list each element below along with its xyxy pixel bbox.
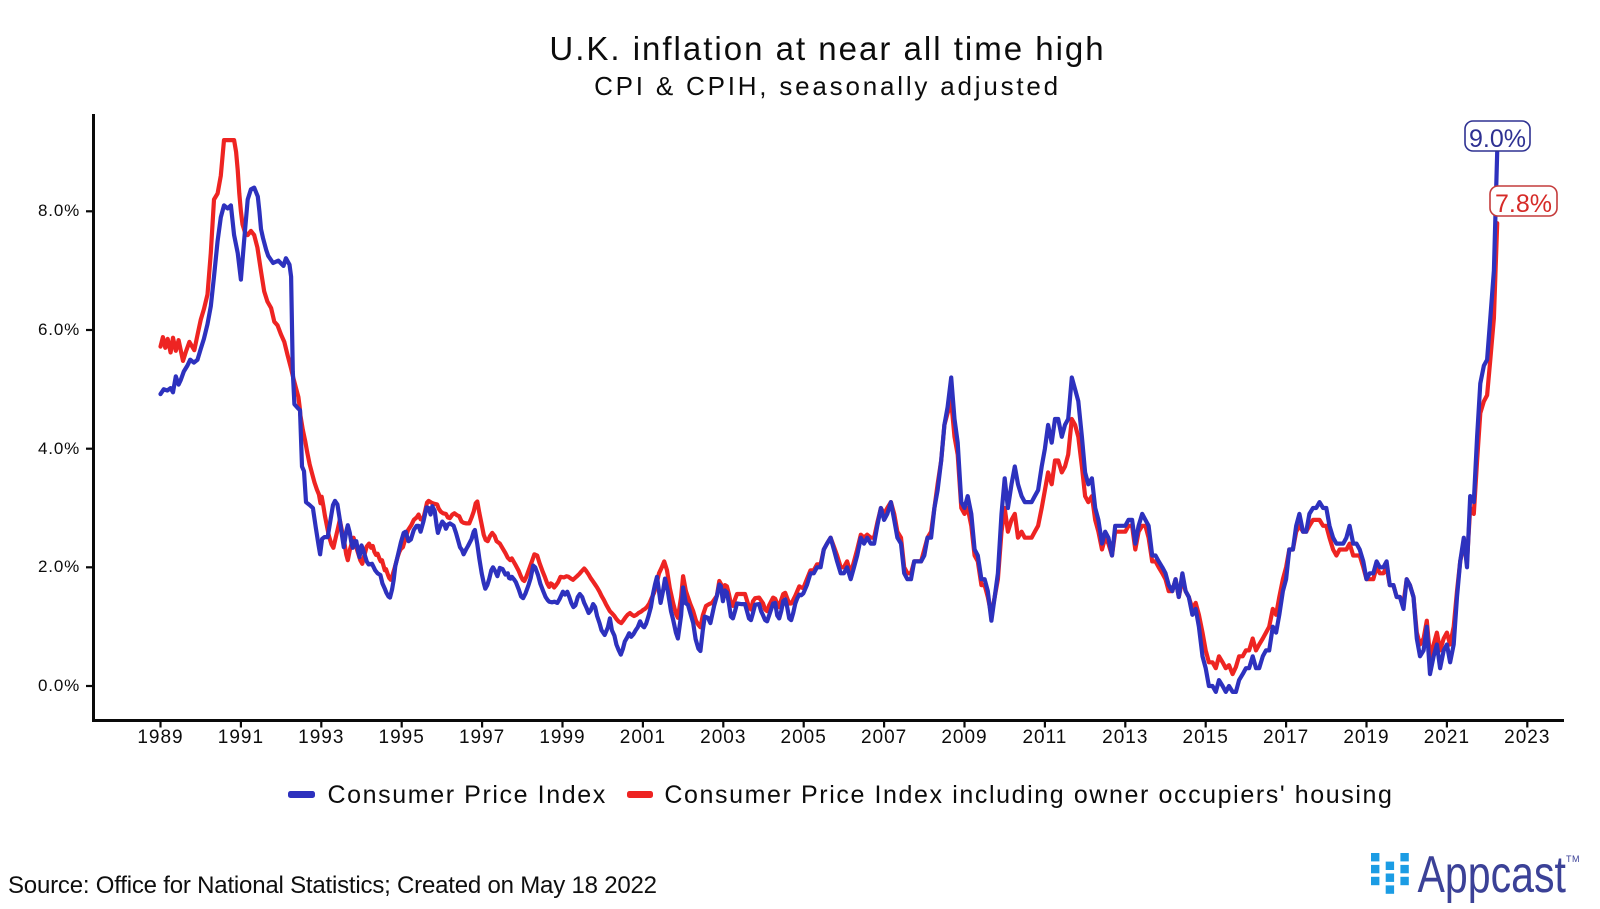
svg-text:Appcast: Appcast	[1418, 845, 1566, 903]
svg-text:7.8%: 7.8%	[1495, 190, 1552, 218]
svg-text:TM: TM	[1566, 854, 1580, 864]
svg-text:9.0%: 9.0%	[1469, 125, 1526, 153]
